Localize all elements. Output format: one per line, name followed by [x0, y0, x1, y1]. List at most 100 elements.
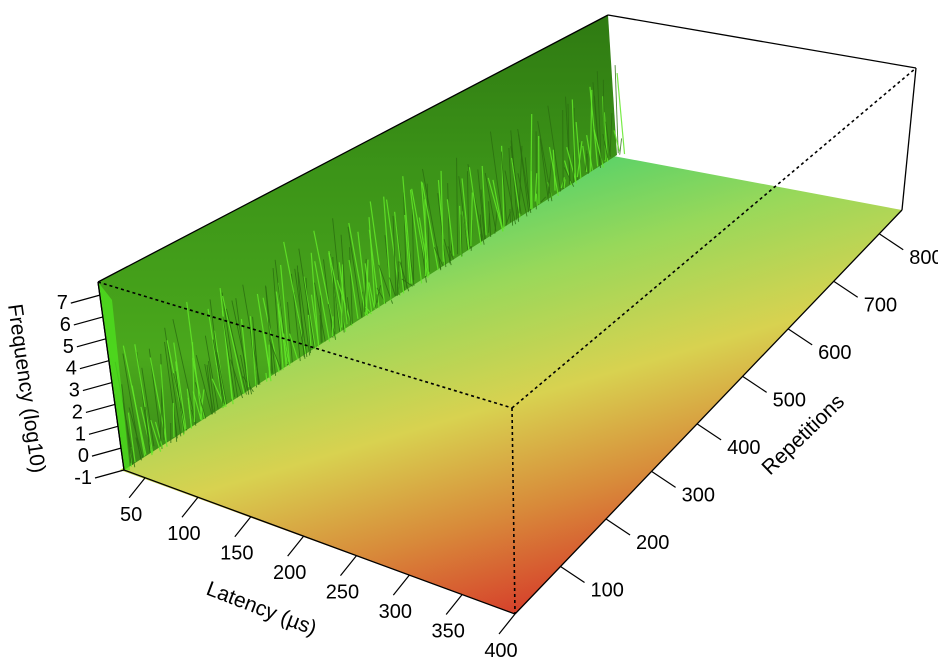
- surface-spike: [524, 157, 531, 208]
- surface-spike: [593, 95, 601, 168]
- surface-spike: [596, 71, 602, 165]
- surface-spike: [571, 99, 577, 182]
- surface-spike: [357, 231, 369, 316]
- surface-spike: [602, 133, 609, 159]
- x-tick-mark: [392, 574, 410, 596]
- y-tick-mark: [787, 328, 813, 346]
- surface-spike: [446, 199, 455, 256]
- surface-spike: [338, 262, 348, 325]
- surface-spike: [222, 316, 236, 398]
- z-tick-label: 5: [63, 336, 74, 358]
- surface-spike: [500, 151, 508, 224]
- y-tick-label: 500: [773, 389, 806, 411]
- bounding-box: [97, 14, 917, 615]
- surface-spike: [128, 407, 144, 458]
- y-tick-label: 600: [818, 342, 851, 364]
- x-tick-label: 300: [379, 601, 412, 623]
- surface-spike: [349, 247, 353, 324]
- x-tick-label: 250: [326, 582, 359, 604]
- x-tick-label: 150: [220, 543, 253, 565]
- z-tick-label: 0: [78, 445, 89, 467]
- surface-spike: [602, 79, 605, 160]
- y-tick-mark: [605, 518, 631, 536]
- surface-spike: [511, 157, 521, 218]
- y-tick-mark: [878, 233, 904, 251]
- surface-spike: [272, 267, 282, 371]
- surface-spike: [593, 129, 604, 168]
- surface-spike: [173, 342, 187, 430]
- surface-spike: [298, 248, 315, 349]
- surface-spike: [347, 226, 363, 318]
- surface-spikes: [98, 65, 626, 470]
- surface-spike: [614, 65, 619, 154]
- x-axis-title: Latency (µs): [203, 577, 320, 640]
- surface-spike: [307, 314, 312, 348]
- x-tick-mark: [234, 516, 252, 538]
- surface-spike: [164, 327, 182, 437]
- x-tick-label: 400: [484, 640, 517, 662]
- surface-spike: [230, 359, 243, 399]
- x-axis-ticks: 50 100 150 200 250 300 350 400: [120, 477, 518, 662]
- surface-spike: [437, 193, 447, 268]
- surface-spike: [460, 214, 463, 257]
- surface-spike: [253, 328, 259, 385]
- surface-spike: [456, 157, 459, 255]
- surface-spike: [547, 105, 561, 192]
- surface-spike: [314, 282, 326, 342]
- z-tick-label: 3: [69, 380, 80, 402]
- z-tick-mark: [73, 316, 103, 326]
- surface-spike: [540, 196, 547, 203]
- surface-spike: [609, 113, 613, 156]
- surface-spike: [296, 265, 305, 357]
- surface-spike: [470, 192, 473, 247]
- z-tick-label: 7: [57, 292, 68, 314]
- surface-spike: [433, 247, 444, 266]
- surface-spike: [221, 292, 239, 398]
- surface-spike: [288, 333, 299, 360]
- surface-spike: [348, 222, 367, 317]
- surface-spike: [619, 138, 622, 155]
- surface-spike: [303, 276, 316, 350]
- surface-spike: [530, 114, 533, 209]
- surface-spike: [396, 261, 399, 296]
- surface-spike: [204, 363, 214, 413]
- z-tick-mark: [70, 294, 100, 304]
- surface-spike: [164, 341, 178, 439]
- surface-spike: [394, 211, 405, 294]
- surface-spike: [459, 205, 463, 258]
- surface-spike: [539, 138, 549, 202]
- surface-spike: [586, 135, 594, 171]
- surface-spike: [186, 301, 203, 421]
- surface-spike: [605, 121, 611, 157]
- surface-spike: [204, 335, 219, 410]
- z-tick-mark: [85, 403, 116, 413]
- surface-spike: [195, 355, 213, 415]
- surface-spike: [297, 272, 311, 356]
- surface-spike: [409, 189, 423, 284]
- z-tick-label: -1: [74, 467, 92, 489]
- x-tick-label: 50: [120, 504, 142, 526]
- z-tick-label: 1: [75, 423, 86, 445]
- surface-spike: [240, 354, 248, 391]
- surface-spike: [135, 437, 142, 461]
- surface-spike: [488, 213, 490, 233]
- surface-spike: [172, 319, 197, 424]
- y-tick-mark: [560, 565, 585, 583]
- surface-spike: [365, 259, 369, 314]
- surface-spike: [240, 318, 250, 388]
- surface-spike: [256, 293, 272, 377]
- z-tick-mark: [91, 447, 122, 457]
- surface-spike: [222, 295, 245, 395]
- surface-spike: [314, 261, 331, 342]
- surface-spike: [134, 344, 154, 454]
- surface-spike: [458, 176, 469, 250]
- surface-spike: [378, 264, 394, 304]
- surface-spike: [403, 192, 407, 288]
- surface-spike: [392, 215, 397, 296]
- surface-spike: [207, 361, 216, 414]
- surface-spike: [589, 86, 599, 167]
- y-tick-label: 400: [727, 437, 760, 459]
- surface-spike: [616, 72, 626, 155]
- surface-spike: [534, 173, 538, 202]
- surface-spike: [397, 271, 400, 295]
